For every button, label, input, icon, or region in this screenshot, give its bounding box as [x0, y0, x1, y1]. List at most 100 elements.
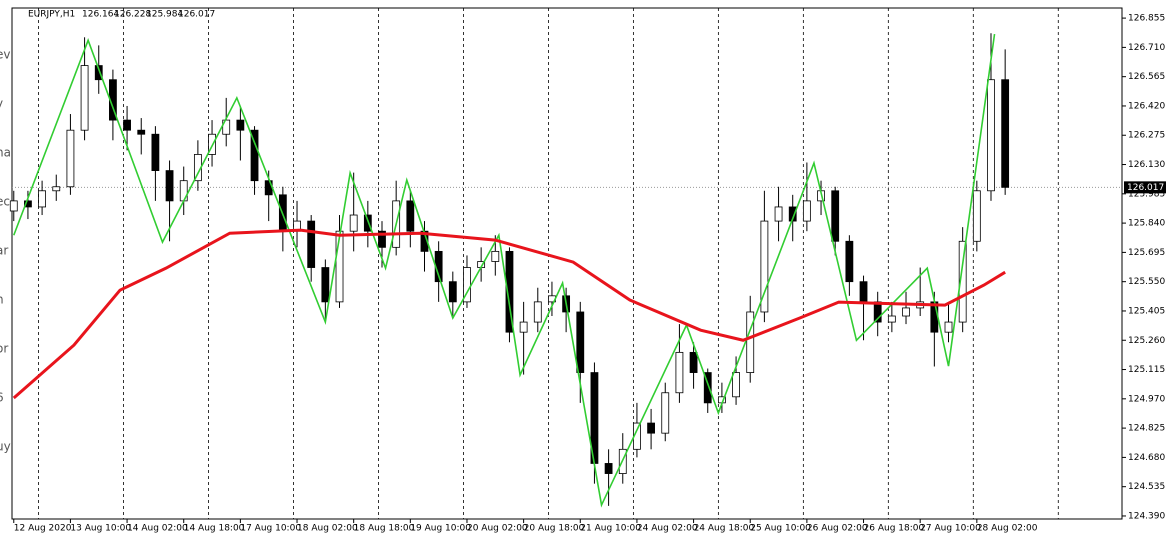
x-tick-label: 21 Aug 10:00: [580, 524, 641, 534]
x-tick-label: 27 Aug 10:00: [920, 524, 981, 534]
x-tick-label: 20 Aug 02:00: [467, 524, 528, 534]
y-tick-label: 125.260: [1128, 336, 1165, 346]
y-tick-label: 124.680: [1128, 453, 1165, 463]
candle-body: [774, 206, 783, 222]
side-fragment: ec: [0, 195, 10, 209]
plot-frame: [11, 7, 1123, 520]
candle-body: [321, 267, 330, 303]
candle-body: [661, 392, 670, 434]
x-tick-label: 24 Aug 18:00: [694, 524, 755, 534]
candle-body: [123, 119, 131, 131]
candle-body: [38, 190, 46, 208]
candle-body: [406, 200, 415, 232]
candle-body: [165, 170, 174, 202]
candle-body: [845, 240, 854, 283]
x-tick-label: 24 Aug 02:00: [637, 524, 698, 534]
candle-body: [788, 206, 797, 222]
y-tick-label: 126.130: [1128, 160, 1165, 170]
candle-body: [604, 463, 613, 474]
side-fragment: na: [0, 146, 11, 160]
side-fragment: uy: [0, 440, 11, 454]
candle-body: [505, 250, 514, 333]
x-tick-label: 18 Aug 18:00: [354, 524, 415, 534]
candle-body: [80, 65, 89, 131]
side-fragment: or: [0, 342, 8, 356]
candle-body: [335, 230, 344, 303]
candle-body: [378, 230, 386, 248]
candle-body: [647, 422, 655, 434]
candle-body: [52, 186, 61, 192]
candle-body: [533, 301, 542, 323]
candle-body: [236, 119, 245, 131]
x-tick-label: 18 Aug 02:00: [297, 524, 358, 534]
header-low: 125.984: [146, 10, 183, 20]
candle-body: [887, 315, 896, 323]
candle-body: [151, 133, 160, 171]
candle-body: [732, 372, 740, 398]
y-tick-label: 124.825: [1128, 424, 1165, 434]
y-tick-label: 125.840: [1128, 219, 1165, 229]
header-open: 126.164: [82, 10, 119, 20]
x-tick-label: 26 Aug 18:00: [864, 524, 925, 534]
candle-body: [944, 321, 953, 333]
y-tick-label: 125.115: [1128, 365, 1165, 375]
candle-body: [491, 250, 500, 262]
candle-body: [1001, 79, 1010, 188]
x-tick-label: 17 Aug 10:00: [240, 524, 301, 534]
side-fragment: n: [0, 293, 4, 307]
candle-body: [831, 190, 840, 242]
y-tick-label: 124.390: [1128, 511, 1165, 521]
candle-body: [675, 351, 684, 394]
x-tick-label: 12 Aug 2020: [14, 524, 72, 534]
side-fragment: 6: [0, 391, 4, 405]
y-tick-label: 124.535: [1128, 482, 1165, 492]
candle-body: [448, 281, 457, 303]
x-tick-label: 14 Aug 18:00: [184, 524, 245, 534]
x-tick-label: 14 Aug 02:00: [127, 524, 188, 534]
candle-body: [987, 79, 995, 192]
side-fragment: y: [0, 97, 3, 111]
y-tick-label: 126.565: [1128, 72, 1165, 82]
x-tick-label: 13 Aug 10:00: [70, 524, 131, 534]
candle-body: [972, 190, 981, 242]
x-tick-label: 20 Aug 18:00: [524, 524, 585, 534]
side-fragment: ev: [0, 48, 10, 62]
x-tick-label: 26 Aug 02:00: [807, 524, 868, 534]
y-tick-label: 124.970: [1128, 394, 1165, 404]
candle-body: [859, 281, 868, 303]
candle-body: [958, 240, 967, 323]
y-tick-label: 125.405: [1128, 306, 1165, 316]
zigzag: [13, 33, 996, 508]
moving-average: [12, 228, 1006, 400]
last-price-box: [1124, 181, 1166, 194]
y-tick-label: 126.855: [1128, 14, 1165, 24]
header-high: 126.228: [114, 10, 151, 20]
x-tick-label: 28 Aug 02:00: [977, 524, 1038, 534]
y-tick-label: 125.695: [1128, 248, 1165, 258]
candle-body: [66, 129, 75, 188]
y-tick-label: 126.275: [1128, 131, 1165, 141]
candle-body: [930, 301, 939, 333]
header-close: 126.017: [178, 10, 215, 20]
last-price-label: 126.017: [1127, 183, 1164, 193]
y-tick-label: 126.710: [1128, 43, 1165, 53]
header-symbol: EURJPY,H1: [28, 10, 75, 20]
candle-body: [24, 200, 32, 208]
candle-body: [307, 220, 316, 268]
y-tick-label: 126.420: [1128, 101, 1165, 111]
candle-body: [576, 311, 585, 373]
candle-body: [746, 311, 755, 373]
candle-body: [363, 214, 372, 232]
candle-body: [349, 214, 358, 232]
side-fragment: ar: [0, 244, 8, 258]
x-tick-label: 19 Aug 10:00: [410, 524, 471, 534]
candle-body: [689, 351, 698, 373]
candle-body: [902, 307, 910, 317]
candle-body: [94, 65, 103, 81]
candle-body: [519, 321, 528, 333]
candle-body: [137, 129, 146, 135]
x-tick-label: 25 Aug 10:00: [750, 524, 811, 534]
candle-body: [703, 372, 712, 404]
